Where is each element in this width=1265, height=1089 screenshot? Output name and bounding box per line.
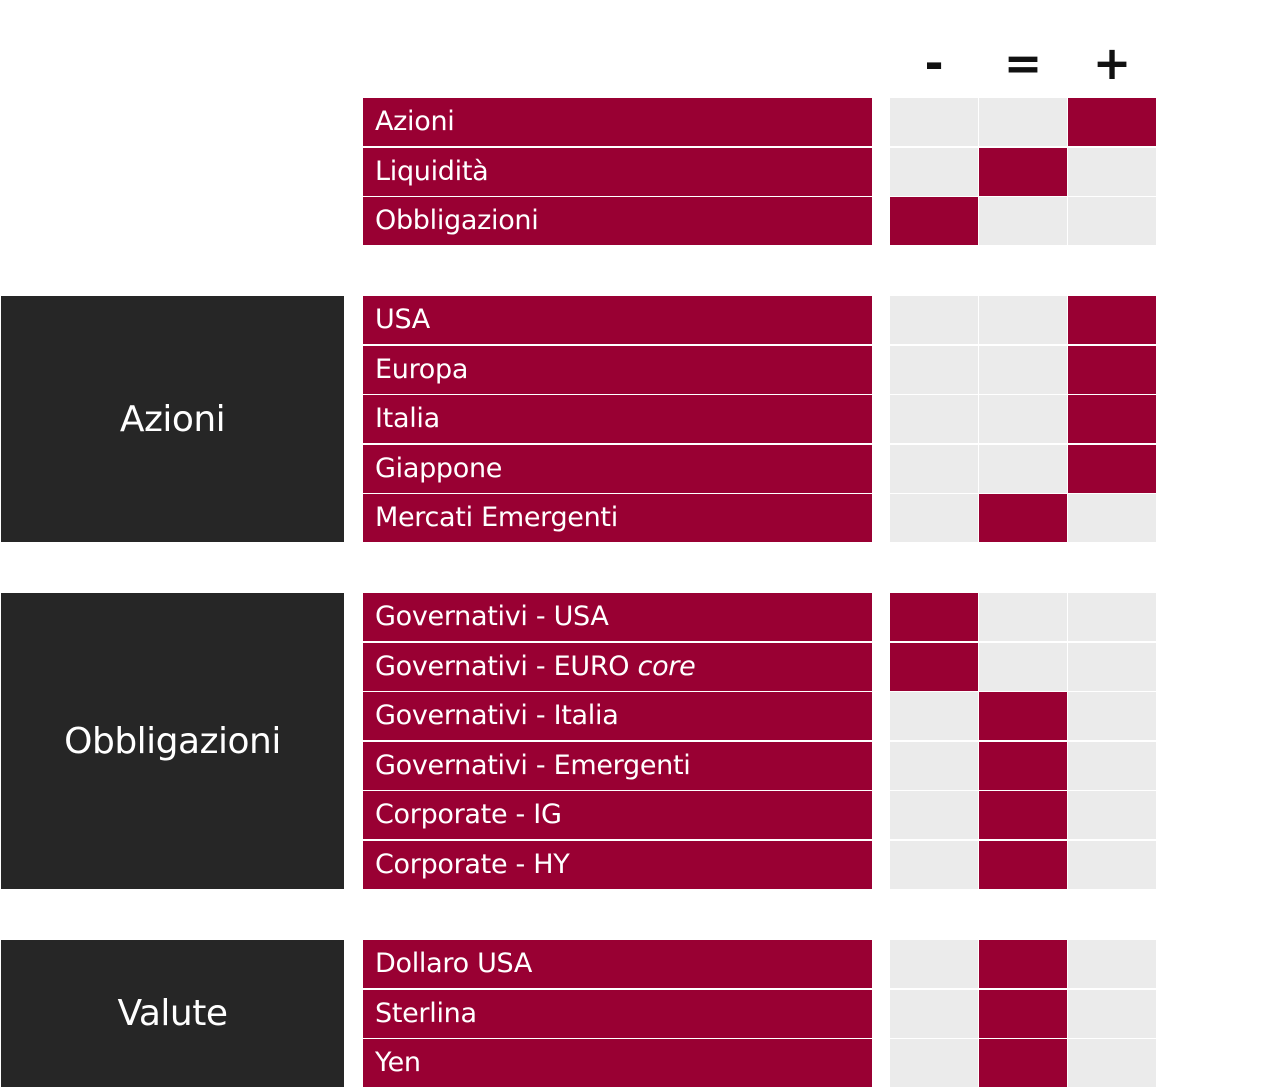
rating-cell	[979, 841, 1067, 889]
rating-cell	[890, 990, 978, 1038]
row-label: Governativi - Italia	[363, 692, 872, 740]
rating-cell	[890, 197, 978, 245]
rating-cell	[979, 990, 1067, 1038]
row-label: Italia	[363, 395, 872, 443]
rating-cell	[890, 98, 978, 146]
row-label: Yen	[363, 1039, 872, 1087]
group-label-obbligazioni: Obbligazioni	[1, 593, 344, 889]
rating-cell	[979, 395, 1067, 443]
row-label: Corporate - HY	[363, 841, 872, 889]
row-label: USA	[363, 296, 872, 344]
row-label: Governativi - USA	[363, 593, 872, 641]
rating-cell	[979, 940, 1067, 988]
rating-cell	[1068, 148, 1156, 196]
row-label: Azioni	[363, 98, 872, 146]
rating-cell	[1068, 593, 1156, 641]
rating-cell	[890, 593, 978, 641]
row-label: Liquidità	[363, 148, 872, 196]
rating-cell	[1068, 1039, 1156, 1087]
row-label-text: Giappone	[375, 453, 503, 484]
row-label-text: Governativi - Italia	[375, 700, 619, 731]
column-header-equal: =	[1003, 36, 1043, 90]
row-label-text: Obbligazioni	[375, 205, 539, 236]
row-label: Sterlina	[363, 990, 872, 1038]
row-label-text: Liquidità	[375, 156, 489, 187]
rating-cell	[1068, 395, 1156, 443]
rating-cell	[979, 296, 1067, 344]
rating-cell	[1068, 346, 1156, 394]
row-label: Mercati Emergenti	[363, 494, 872, 542]
row-label-text: Azioni	[375, 106, 455, 137]
rating-cell	[1068, 494, 1156, 542]
rating-cell	[890, 643, 978, 691]
row-label: Governativi - EURO core	[363, 643, 872, 691]
rating-cell	[1068, 940, 1156, 988]
column-header-minus: -	[924, 36, 944, 90]
row-label-text: Yen	[375, 1047, 421, 1078]
row-label: Europa	[363, 346, 872, 394]
rating-cell	[890, 791, 978, 839]
rating-cell	[979, 346, 1067, 394]
rating-cell	[979, 1039, 1067, 1087]
rating-cell	[979, 98, 1067, 146]
rating-cell	[890, 445, 978, 493]
group-label-azioni: Azioni	[1, 296, 344, 542]
rating-cell	[890, 296, 978, 344]
rating-cell	[979, 692, 1067, 740]
rating-cell	[890, 742, 978, 790]
rating-cell	[890, 494, 978, 542]
row-label: Giappone	[363, 445, 872, 493]
row-label: Obbligazioni	[363, 197, 872, 245]
row-label-text: Italia	[375, 403, 440, 434]
row-label-emphasis: core	[637, 651, 696, 682]
rating-cell	[1068, 643, 1156, 691]
row-label-text: USA	[375, 304, 430, 335]
rating-cell	[890, 940, 978, 988]
rating-cell	[1068, 742, 1156, 790]
rating-cell	[890, 395, 978, 443]
rating-cell	[1068, 990, 1156, 1038]
row-label-text: Sterlina	[375, 998, 477, 1029]
rating-cell	[979, 742, 1067, 790]
rating-cell	[1068, 445, 1156, 493]
group-label-valute: Valute	[1, 940, 344, 1087]
rating-cell	[890, 692, 978, 740]
row-label-text: Europa	[375, 354, 469, 385]
rating-cell	[979, 593, 1067, 641]
row-label-text: Mercati Emergenti	[375, 502, 618, 533]
row-label: Corporate - IG	[363, 791, 872, 839]
rating-cell	[1068, 197, 1156, 245]
row-label: Governativi - Emergenti	[363, 742, 872, 790]
rating-cell	[979, 791, 1067, 839]
row-label-text: Governativi - USA	[375, 601, 609, 632]
rating-cell	[979, 148, 1067, 196]
row-label-text: Dollaro USA	[375, 948, 533, 979]
row-label-text: Governativi - Emergenti	[375, 750, 691, 781]
rating-cell	[890, 148, 978, 196]
row-label-text: Corporate - HY	[375, 849, 570, 880]
rating-cell	[1068, 296, 1156, 344]
row-label-text: Governativi - EURO	[375, 651, 630, 682]
rating-cell	[1068, 98, 1156, 146]
rating-cell	[979, 494, 1067, 542]
column-header-plus: +	[1092, 36, 1132, 90]
rating-cell	[979, 445, 1067, 493]
rating-cell	[890, 841, 978, 889]
rating-cell	[1068, 692, 1156, 740]
rating-cell	[979, 643, 1067, 691]
rating-cell	[979, 197, 1067, 245]
rating-cell	[1068, 841, 1156, 889]
row-label: Dollaro USA	[363, 940, 872, 988]
rating-cell	[890, 1039, 978, 1087]
rating-cell	[890, 346, 978, 394]
row-label-text: Corporate - IG	[375, 799, 562, 830]
rating-cell	[1068, 791, 1156, 839]
